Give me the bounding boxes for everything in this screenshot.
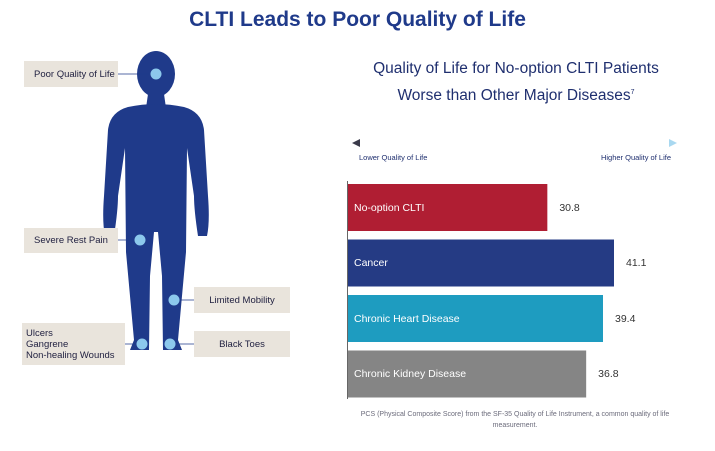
symptom-dots xyxy=(134,68,180,350)
scale-high-label: Higher Quality of Life xyxy=(600,153,671,162)
bar-value-label: 39.4 xyxy=(614,312,636,325)
chart-footnote: PCS (Physical Composite Score) from the … xyxy=(360,411,670,429)
chart-title-line-2: Worse than Other Major Diseases7 xyxy=(330,81,702,108)
callout-wounds-line-1: Ulcers xyxy=(26,327,53,339)
bar-category-label: Chronic Kidney Disease xyxy=(354,368,467,380)
head-dot xyxy=(150,68,162,80)
knee-dot xyxy=(168,294,180,306)
chart-title: Quality of Life for No-option CLTI Patie… xyxy=(330,57,702,108)
foot-dot xyxy=(136,338,148,350)
callout-black-toes: Black Toes xyxy=(194,331,290,357)
chart-title-reference: 7 xyxy=(630,89,635,96)
bar-category-label: Cancer xyxy=(354,257,388,269)
callout-wounds: Ulcers Gangrene Non-healing Wounds xyxy=(22,323,125,365)
bar-value-label: 30.8 xyxy=(559,201,580,214)
bar-category-label: No-option CLTI xyxy=(354,201,425,214)
bar-value-label: 36.8 xyxy=(598,368,619,380)
scale-arrow-right-head xyxy=(669,139,677,147)
callout-wounds-line-3: Non-healing Wounds xyxy=(26,349,115,361)
bar-category-label: Chronic Heart Disease xyxy=(354,312,460,325)
chart-title-line-2-text: Worse than Other Major Diseases xyxy=(397,87,631,104)
thigh-dot xyxy=(134,234,146,246)
bar-no-option-clti xyxy=(348,184,548,231)
scale-low-label: Lower Quality of Life xyxy=(359,153,428,162)
callout-wounds-line-2: Gangrene xyxy=(26,338,69,350)
scale-arrow-left-head xyxy=(352,139,360,147)
chart-title-line-1: Quality of Life for No-option CLTI Patie… xyxy=(373,60,659,77)
bar-chronic-heart-disease xyxy=(348,295,603,342)
callout-poor-quality: Poor Quality of Life xyxy=(24,61,118,87)
bar-cancer xyxy=(348,239,614,287)
page-title: CLTI Leads to Poor Quality of Life xyxy=(189,8,526,31)
bar-chronic-kidney-disease xyxy=(348,350,587,398)
callout-limited-mobility: Limited Mobility xyxy=(194,287,290,313)
bar-value-label: 41.1 xyxy=(626,257,647,269)
toe-dot xyxy=(164,338,176,350)
callout-severe-rest-pain: Severe Rest Pain xyxy=(24,228,118,253)
